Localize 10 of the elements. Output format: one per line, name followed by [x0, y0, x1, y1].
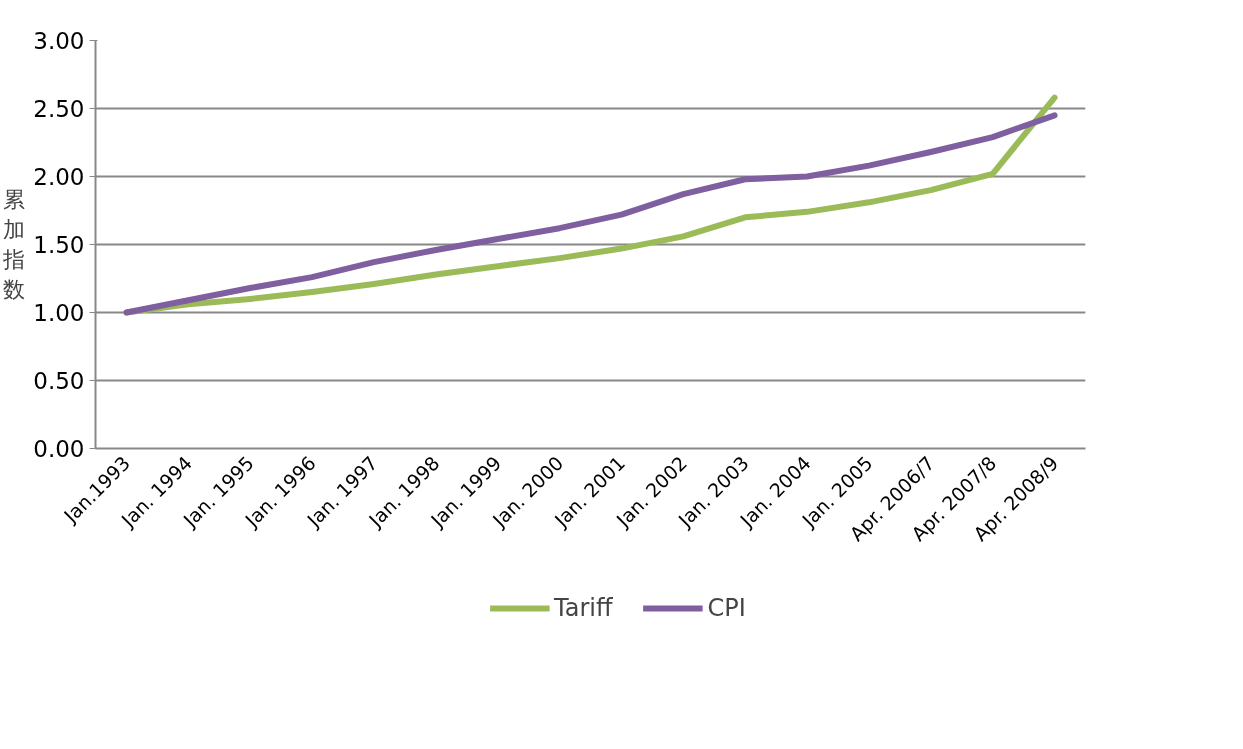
- y-tick-label: 0.50: [33, 368, 85, 394]
- legend-label: Tariff: [554, 594, 613, 622]
- y-tick-label: 2.00: [33, 164, 85, 190]
- y-axis-title: 累加指数: [2, 187, 26, 302]
- y-tick-label: 0.00: [33, 436, 85, 462]
- y-tick-label: 1.50: [33, 232, 85, 258]
- y-tick-label: 1.00: [33, 300, 85, 326]
- y-tick-label: 3.00: [33, 28, 85, 54]
- legend-label: CPI: [707, 594, 746, 622]
- y-tick-label: 2.50: [33, 96, 85, 122]
